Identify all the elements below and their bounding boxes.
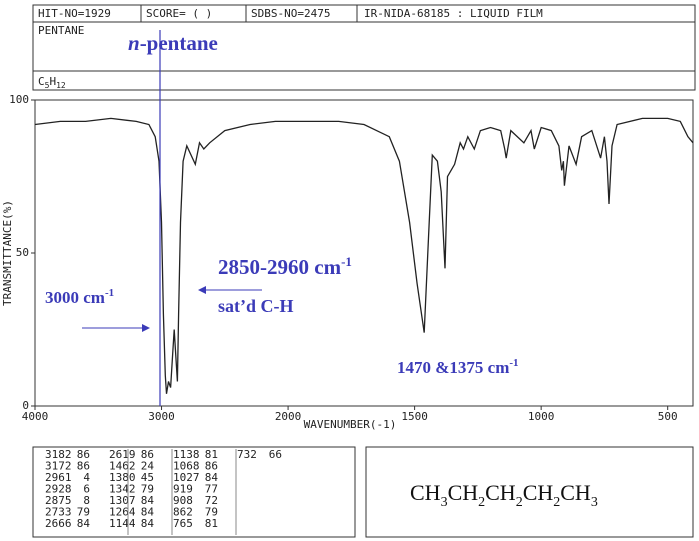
peak-transmittance: 84 [205, 471, 219, 484]
bend-annotation: 1470 &1375 cm-1 [397, 357, 519, 377]
ch-range-annotation: 2850-2960 cm-1 [218, 254, 352, 279]
peak-wavenumber: 3182 [45, 448, 72, 461]
peak-wavenumber: 732 [237, 448, 257, 461]
y-tick-label: 50 [16, 246, 29, 259]
peak-wavenumber: 1138 [173, 448, 200, 461]
a: -1 [341, 254, 352, 269]
structure-part: CH [523, 480, 554, 505]
x-tick-label: 1500 [401, 410, 428, 423]
peak-transmittance: 4 [83, 471, 90, 484]
peak-wavenumber: 1068 [173, 460, 200, 473]
structure-part: CH [560, 480, 591, 505]
formula: C5H12 [38, 75, 66, 90]
x-tick-label: 500 [658, 410, 678, 423]
peak-wavenumber: 2666 [45, 517, 72, 530]
peak-transmittance: 79 [77, 506, 90, 519]
peak-wavenumber: 2928 [45, 483, 72, 496]
structure-part: 2 [553, 495, 560, 510]
arrow-head [198, 286, 206, 294]
y-axis-label: TRANSMITTANCE(%) [1, 200, 14, 306]
peak-wavenumber: 1380 [109, 471, 136, 484]
peak-transmittance: 72 [205, 494, 218, 507]
peak-transmittance: 86 [77, 448, 90, 461]
peak-transmittance: 84 [141, 517, 155, 530]
peak-wavenumber: 1307 [109, 494, 136, 507]
peak-table-box [32, 446, 356, 538]
peak-wavenumber: 862 [173, 506, 193, 519]
x-axis-label: WAVENUMBER(-1) [304, 418, 397, 431]
a: -1 [509, 357, 518, 369]
a: 1470 &1375 cm [397, 358, 509, 377]
hit-no: HIT-NO=1929 [38, 7, 111, 20]
peak-wavenumber: 3172 [45, 460, 72, 473]
method: IR-NIDA-68185 : LIQUID FILM [364, 7, 543, 20]
peak-table: 3182 86 3172 86 2961 4 2928 6 2875 8 2733 79 2666 84 2… [45, 448, 282, 535]
peak-wavenumber: 2619 [109, 448, 136, 461]
peak-transmittance: 8 [83, 494, 90, 507]
peak-wavenumber: 1342 [109, 483, 136, 496]
structure-part: 3 [591, 495, 598, 510]
arrow-head [142, 324, 150, 332]
peak-transmittance: 86 [141, 448, 154, 461]
f: 12 [56, 81, 66, 90]
compound-name: PENTANE [38, 24, 84, 37]
peak-transmittance: 79 [141, 483, 154, 496]
structure-part: 2 [478, 495, 485, 510]
ch-note: sat’d C-H [218, 296, 294, 316]
plot-frame [34, 99, 694, 407]
peak-wavenumber: 908 [173, 494, 193, 507]
peak-transmittance: 6 [83, 483, 90, 496]
a: -1 [105, 287, 114, 299]
peak-transmittance: 81 [205, 448, 218, 461]
structure-part: CH [410, 480, 441, 505]
structure-part: 2 [516, 495, 523, 510]
header-box [32, 4, 696, 91]
peak-wavenumber: 765 [173, 517, 193, 530]
a: 3000 cm [45, 288, 105, 307]
peak-transmittance: 77 [205, 483, 218, 496]
structure: CH3CH2CH2CH2CH3 [410, 480, 598, 510]
peak-transmittance: 79 [205, 506, 218, 519]
f: H [49, 75, 56, 88]
x-tick-label: 3000 [148, 410, 175, 423]
peak-wavenumber: 2875 [45, 494, 72, 507]
spectrum [34, 117, 694, 394]
peak-transmittance: 86 [205, 460, 218, 473]
score: SCORE= ( ) [146, 7, 212, 20]
a: 2850-2960 cm [218, 255, 342, 279]
x-tick-label: 2000 [275, 410, 302, 423]
x-tick-label: 1000 [528, 410, 555, 423]
peak-wavenumber: 1264 [109, 506, 136, 519]
peak-transmittance: 66 [269, 448, 282, 461]
peak-wavenumber: 2733 [45, 506, 72, 519]
f: C [38, 75, 45, 88]
peak-transmittance: 86 [77, 460, 90, 473]
x-tick-label: 4000 [22, 410, 49, 423]
compound-annotation: n-pentane [128, 31, 218, 55]
plot: 0 50 100 4000 3000 2000 1500 1000 500 [9, 93, 694, 423]
a: n [128, 31, 140, 55]
peak-transmittance: 84 [77, 517, 91, 530]
peak-transmittance: 84 [141, 506, 155, 519]
peak-wavenumber: 1462 [109, 460, 136, 473]
y-tick-label: 0 [22, 399, 29, 412]
peak-wavenumber: 919 [173, 483, 193, 496]
peak-wavenumber: 1144 [109, 517, 136, 530]
structure-part: CH [448, 480, 479, 505]
structure-part: CH [485, 480, 516, 505]
sdbs-no: SDBS-NO=2475 [251, 7, 330, 20]
limit-annotation: 3000 cm-1 [45, 287, 114, 307]
structure-part: 3 [441, 495, 448, 510]
peak-wavenumber: 1027 [173, 471, 200, 484]
peak-transmittance: 45 [141, 471, 154, 484]
peak-transmittance: 24 [141, 460, 155, 473]
peak-transmittance: 84 [141, 494, 155, 507]
peak-transmittance: 81 [205, 517, 218, 530]
structure-box [365, 446, 694, 538]
y-tick-label: 100 [9, 93, 29, 106]
peak-wavenumber: 2961 [45, 471, 72, 484]
f: 5 [45, 81, 50, 90]
a: -pentane [140, 31, 218, 55]
